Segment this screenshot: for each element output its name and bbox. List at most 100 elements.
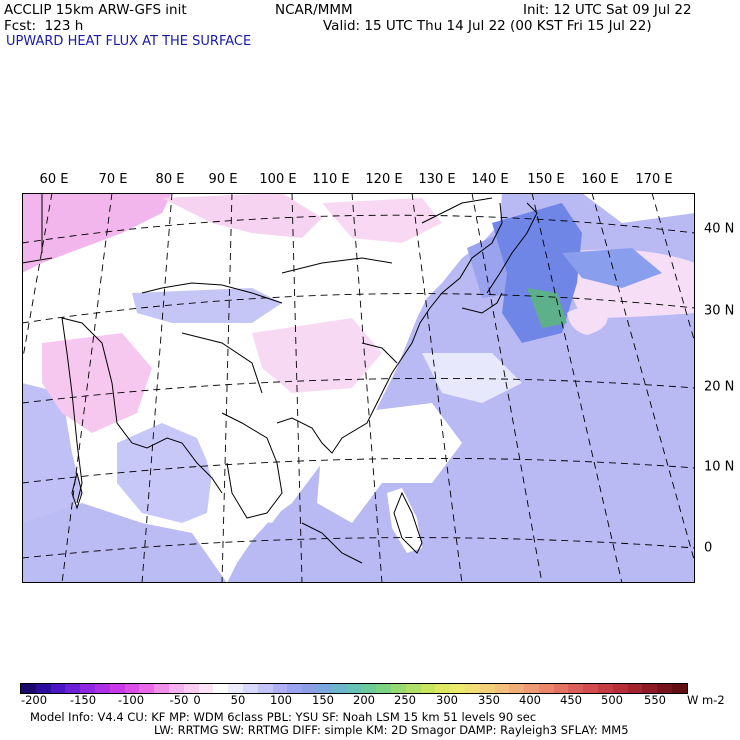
colorbar-swatch [390,684,406,693]
lon-label: 140 E [471,172,509,187]
lon-label: 120 E [365,172,403,187]
lat-label: 20 N [704,379,735,395]
tibet-band [132,288,282,323]
colorbar-swatch [287,684,303,693]
pink-india [42,333,152,433]
colorbar-swatch [627,684,643,693]
lon-label: 130 E [418,172,456,187]
colorbar-swatch [361,684,377,693]
model-info-line2: LW: RRTMG SW: RRTMG DIFF: simple KM: 2D … [154,723,629,737]
colorbar-tick-label: 500 [601,693,623,707]
colorbar-tick-label: -200 [20,693,48,707]
pink-mongolia [322,198,442,243]
colorbar-swatch [524,684,539,693]
colorbar-unit: W m-2 [687,693,725,707]
colorbar-swatch [50,684,66,693]
colorbar-swatch [420,684,436,693]
lon-label: 170 E [635,172,673,187]
lon-label: 60 E [39,172,69,187]
colorbar-swatch [494,684,510,693]
colorbar-swatch [583,684,599,693]
colorbar-swatch [612,684,628,693]
coastlines [22,193,538,564]
lon-label: 110 E [312,172,350,187]
lon-label: 80 E [155,172,185,187]
graticule [22,193,695,583]
wp-white-1 [352,403,462,483]
colorbar-tick-label: 200 [353,693,375,707]
heat-flux-map [22,193,695,583]
colorbar-swatch [316,684,332,693]
colorbar-tick-label: 250 [394,693,416,707]
colorbar-swatch [346,684,362,693]
scs [317,433,382,523]
colorbar-swatch [331,684,347,693]
colorbar-swatch [657,684,673,693]
kuroshio-ext [562,248,662,288]
colorbar-swatch [405,684,421,693]
forecast-hour: Fcst: 123 h [4,18,84,34]
colorbar-swatch [464,684,480,693]
colorbar-tick-label: 150 [312,693,334,707]
lon-label: 160 E [581,172,619,187]
lat-label: 30 N [704,303,735,319]
field-title: UPWARD HEAT FLUX AT THE SURFACE [6,34,252,49]
colorbar-tick-label: 300 [436,693,458,707]
lon-label: 70 E [98,172,128,187]
colorbar-tick-label: -150 [69,693,97,707]
colorbar-swatch [65,684,81,693]
colorbar-swatch [109,684,125,693]
colorbar-swatch [154,684,169,693]
colorbar-tick-label: 0 [193,693,201,707]
colorbar-swatch [242,684,258,693]
colorbar-swatch [553,684,569,693]
philippines [387,488,422,553]
colorbar-tick-label: 400 [519,693,541,707]
colorbar-swatch [139,684,155,693]
warm-spot [567,307,608,335]
indian-ocean-south [22,503,227,583]
colorbar-tick-label: 550 [644,693,666,707]
colorbar-swatch [124,684,140,693]
colorbar-swatch [302,684,317,693]
colorbar-tick-label: 450 [560,693,582,707]
colorbar-swatch [257,684,273,693]
lat-label: 0 [704,540,713,556]
model-title: ACCLIP 15km ARW-GFS init [4,2,187,18]
colorbar-tick-label: 50 [230,693,246,707]
colorbar-swatch [435,684,451,693]
lat-label: 40 N [704,221,735,237]
colorbar-tick-label: -100 [117,693,145,707]
colorbar-swatch [509,684,525,693]
colorbar-swatch [272,684,288,693]
colorbar-swatch [642,684,658,693]
colorbar-tick-label: 100 [270,693,292,707]
colorbar-swatch [213,684,229,693]
center-label: NCAR/MMM [275,2,353,18]
init-time: Init: 12 UTC Sat 09 Jul 22 [523,2,692,18]
colorbar-swatch [198,684,214,693]
colorbar-swatch [80,684,95,693]
pink-central-asia [162,193,322,238]
kuroshio-green [527,288,567,328]
colorbar-swatch [94,684,110,693]
colorbar-swatch [450,684,465,693]
lon-label: 150 E [527,172,565,187]
valid-time: Valid: 15 UTC Thu 14 Jul 22 (00 KST Fri … [323,18,652,34]
colorbar-swatch [168,684,184,693]
colorbar-swatch [672,684,687,693]
lat-label: 10 N [704,459,735,475]
pink-china [252,318,382,393]
colorbar-swatch [376,684,391,693]
colorbar-swatch [479,684,495,693]
colorbar-tick-label: 350 [478,693,500,707]
colorbar-swatch [35,684,51,693]
colorbar-swatch [568,684,584,693]
arabian-sea [22,383,82,543]
lon-label: 90 E [208,172,238,187]
colorbar-swatch [21,684,36,693]
colorbar-swatch [228,684,243,693]
model-info-line1: Model Info: V4.4 CU: KF MP: WDM 6class P… [30,710,537,724]
bay-of-bengal [117,423,212,523]
colorbar-swatch [183,684,199,693]
